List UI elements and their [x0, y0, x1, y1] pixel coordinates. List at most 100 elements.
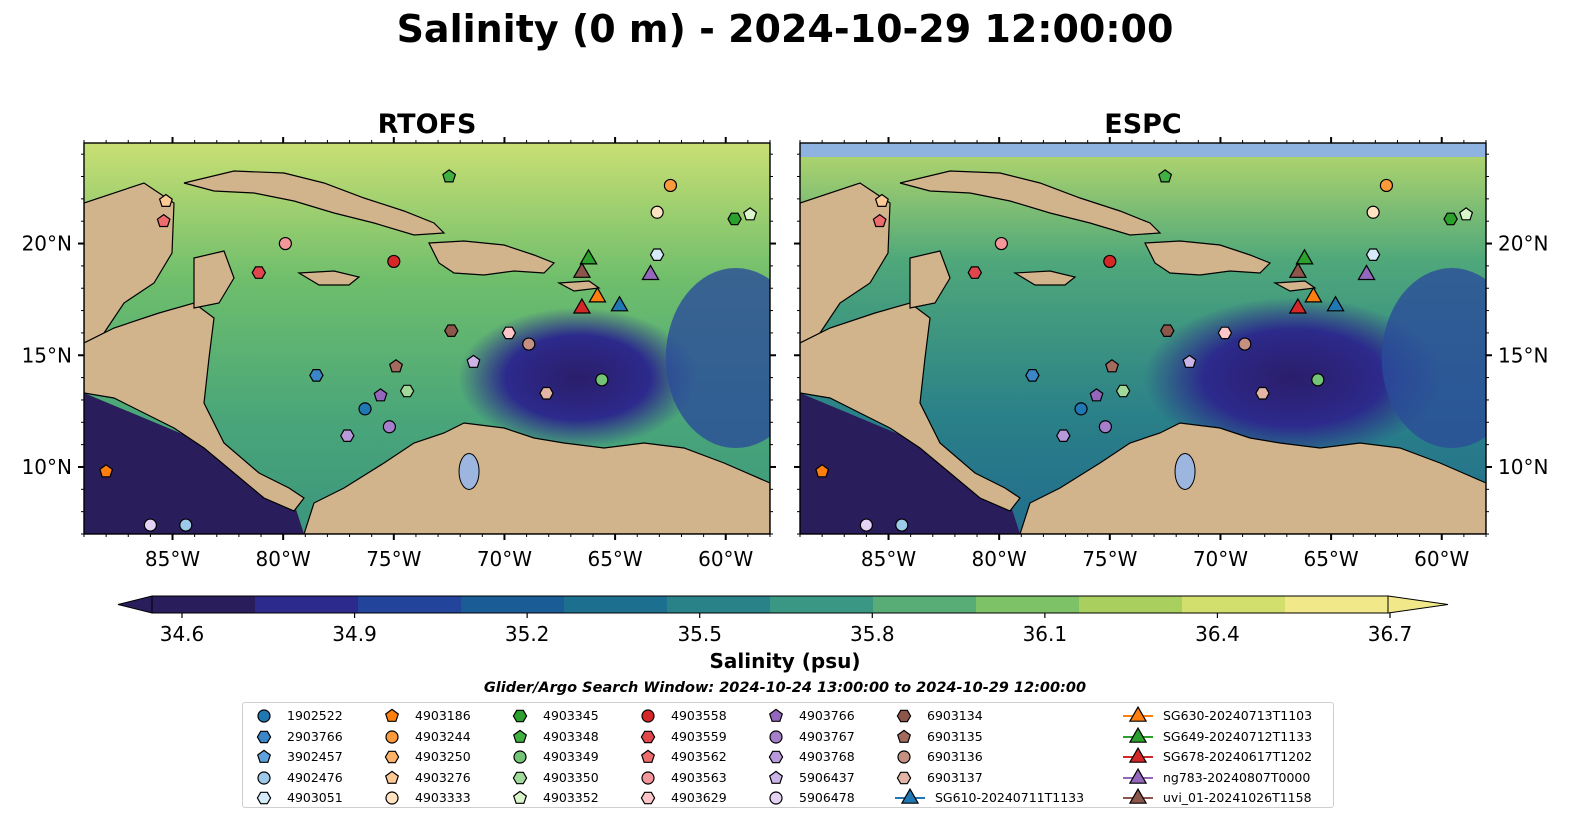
lat-tick-label: 10°N: [1498, 455, 1548, 479]
legend-marker-icon: [256, 730, 272, 743]
legend-marker-icon: [513, 750, 527, 764]
colorbar-extend-min: [117, 595, 153, 614]
map-frame: [799, 142, 1487, 535]
legend-label: 5906437: [799, 769, 855, 785]
legend-marker-icon: [769, 791, 783, 805]
legend-marker: [641, 709, 655, 723]
colorbar-segment: [461, 596, 565, 613]
map-area: [84, 143, 770, 534]
float-marker: [1443, 212, 1458, 226]
float-marker: [1459, 207, 1474, 221]
glider-marker: [1357, 264, 1376, 281]
legend-marker: [640, 730, 656, 743]
legend-marker: [900, 787, 920, 804]
legend-marker-icon: [897, 750, 911, 764]
legend-marker-icon: [1123, 787, 1153, 804]
float-marker: [1311, 373, 1325, 387]
legend-marker: [896, 771, 912, 784]
float-marker: [466, 354, 481, 368]
legend-marker: [769, 791, 783, 805]
float-marker: [1074, 402, 1088, 416]
float-marker: [874, 193, 889, 207]
colorbar-segment: [564, 596, 668, 613]
legend-marker: [384, 708, 400, 722]
legend-marker: [256, 791, 272, 805]
legend-marker: [768, 750, 784, 764]
legend-label: 4903350: [543, 769, 599, 785]
legend-marker: [1128, 787, 1148, 804]
colorbar: 34.6 34.9 35.2 35.5 35.8 36.1 36.4 36.7 Salinity…: [117, 595, 1449, 673]
legend-marker: [256, 730, 272, 743]
float-marker: [1366, 205, 1380, 219]
legend-marker-icon: [256, 749, 272, 763]
map-frame: [83, 142, 771, 535]
lat-tick-label: 10°N: [22, 455, 72, 479]
low-salinity-region: [1143, 297, 1444, 458]
colorbar-tick-label: 35.5: [677, 622, 722, 646]
legend-marker-icon: [896, 709, 912, 723]
lon-tick-label: 65°W: [1303, 547, 1358, 571]
legend-marker: [513, 750, 527, 764]
legend-marker: [512, 771, 528, 784]
lake: [1174, 452, 1196, 490]
legend-marker: [257, 709, 271, 723]
colorbar-segment: [667, 596, 771, 613]
colorbar-tick-label: 34.6: [160, 622, 205, 646]
legend-label: 4903250: [415, 749, 471, 764]
legend-box: 1902522 2903766 3902457 4902476 4903051 49031…: [242, 702, 1334, 808]
float-marker: [1379, 178, 1394, 193]
legend-label: 4903352: [543, 790, 599, 805]
lat-tick-label: 15°N: [22, 343, 72, 367]
legend-label: 4903345: [543, 708, 599, 723]
float-marker: [1025, 369, 1040, 382]
legend-marker: [384, 770, 400, 784]
legend-label: 4903629: [671, 790, 727, 805]
glider-marker: [1288, 261, 1308, 278]
legend-label: 6903135: [927, 728, 983, 744]
legend-marker-icon: [257, 709, 271, 723]
legend-marker: [512, 709, 528, 723]
lat-tick-label: 20°N: [22, 232, 72, 256]
float-marker: [444, 324, 459, 337]
glider-marker: [641, 264, 660, 281]
lon-tick-label: 75°W: [1082, 547, 1137, 571]
float-marker: [1089, 388, 1104, 402]
float-marker: [382, 420, 396, 434]
figure-title: Salinity (0 m) - 2024-10-29 12:00:00: [397, 7, 1174, 51]
pacific-ocean: [800, 393, 1020, 534]
lake: [458, 452, 480, 490]
legend-label: 4903558: [671, 708, 727, 723]
float-marker: [501, 326, 517, 340]
legend-marker: [768, 770, 784, 784]
glider-marker: [1326, 295, 1345, 312]
legend-marker: [384, 750, 400, 764]
float-marker: [1238, 337, 1252, 351]
legend-marker-icon: [769, 729, 783, 744]
legend-label: 6903137: [927, 769, 983, 785]
legend-label: 6903136: [927, 749, 983, 764]
legend-marker-icon: [640, 730, 656, 743]
legend-marker-icon: [385, 791, 399, 805]
panel-title: ESPC: [1104, 109, 1182, 140]
lon-tick-label: 70°W: [1193, 547, 1248, 571]
float-marker: [743, 207, 758, 221]
legend-marker: [897, 750, 911, 764]
colorbar-segment: [1285, 596, 1389, 613]
legend-marker: [769, 729, 783, 744]
legend-label: SG649-20240712T1133: [1163, 728, 1313, 744]
float-marker: [539, 386, 554, 400]
float-marker: [1098, 420, 1112, 434]
legend-label: 4903051: [287, 790, 343, 805]
legend-label: 5906478: [799, 790, 855, 805]
float-marker: [815, 464, 830, 478]
legend-marker: [512, 790, 528, 804]
float-marker: [522, 337, 536, 351]
legend-marker: [385, 729, 399, 744]
legend-marker-icon: [768, 708, 784, 722]
legend-marker-icon: [896, 729, 912, 743]
legend-label: 4903349: [543, 749, 599, 764]
legend-label: 2903766: [287, 728, 343, 744]
legend-marker-icon: [256, 791, 272, 805]
float-marker: [340, 429, 355, 442]
